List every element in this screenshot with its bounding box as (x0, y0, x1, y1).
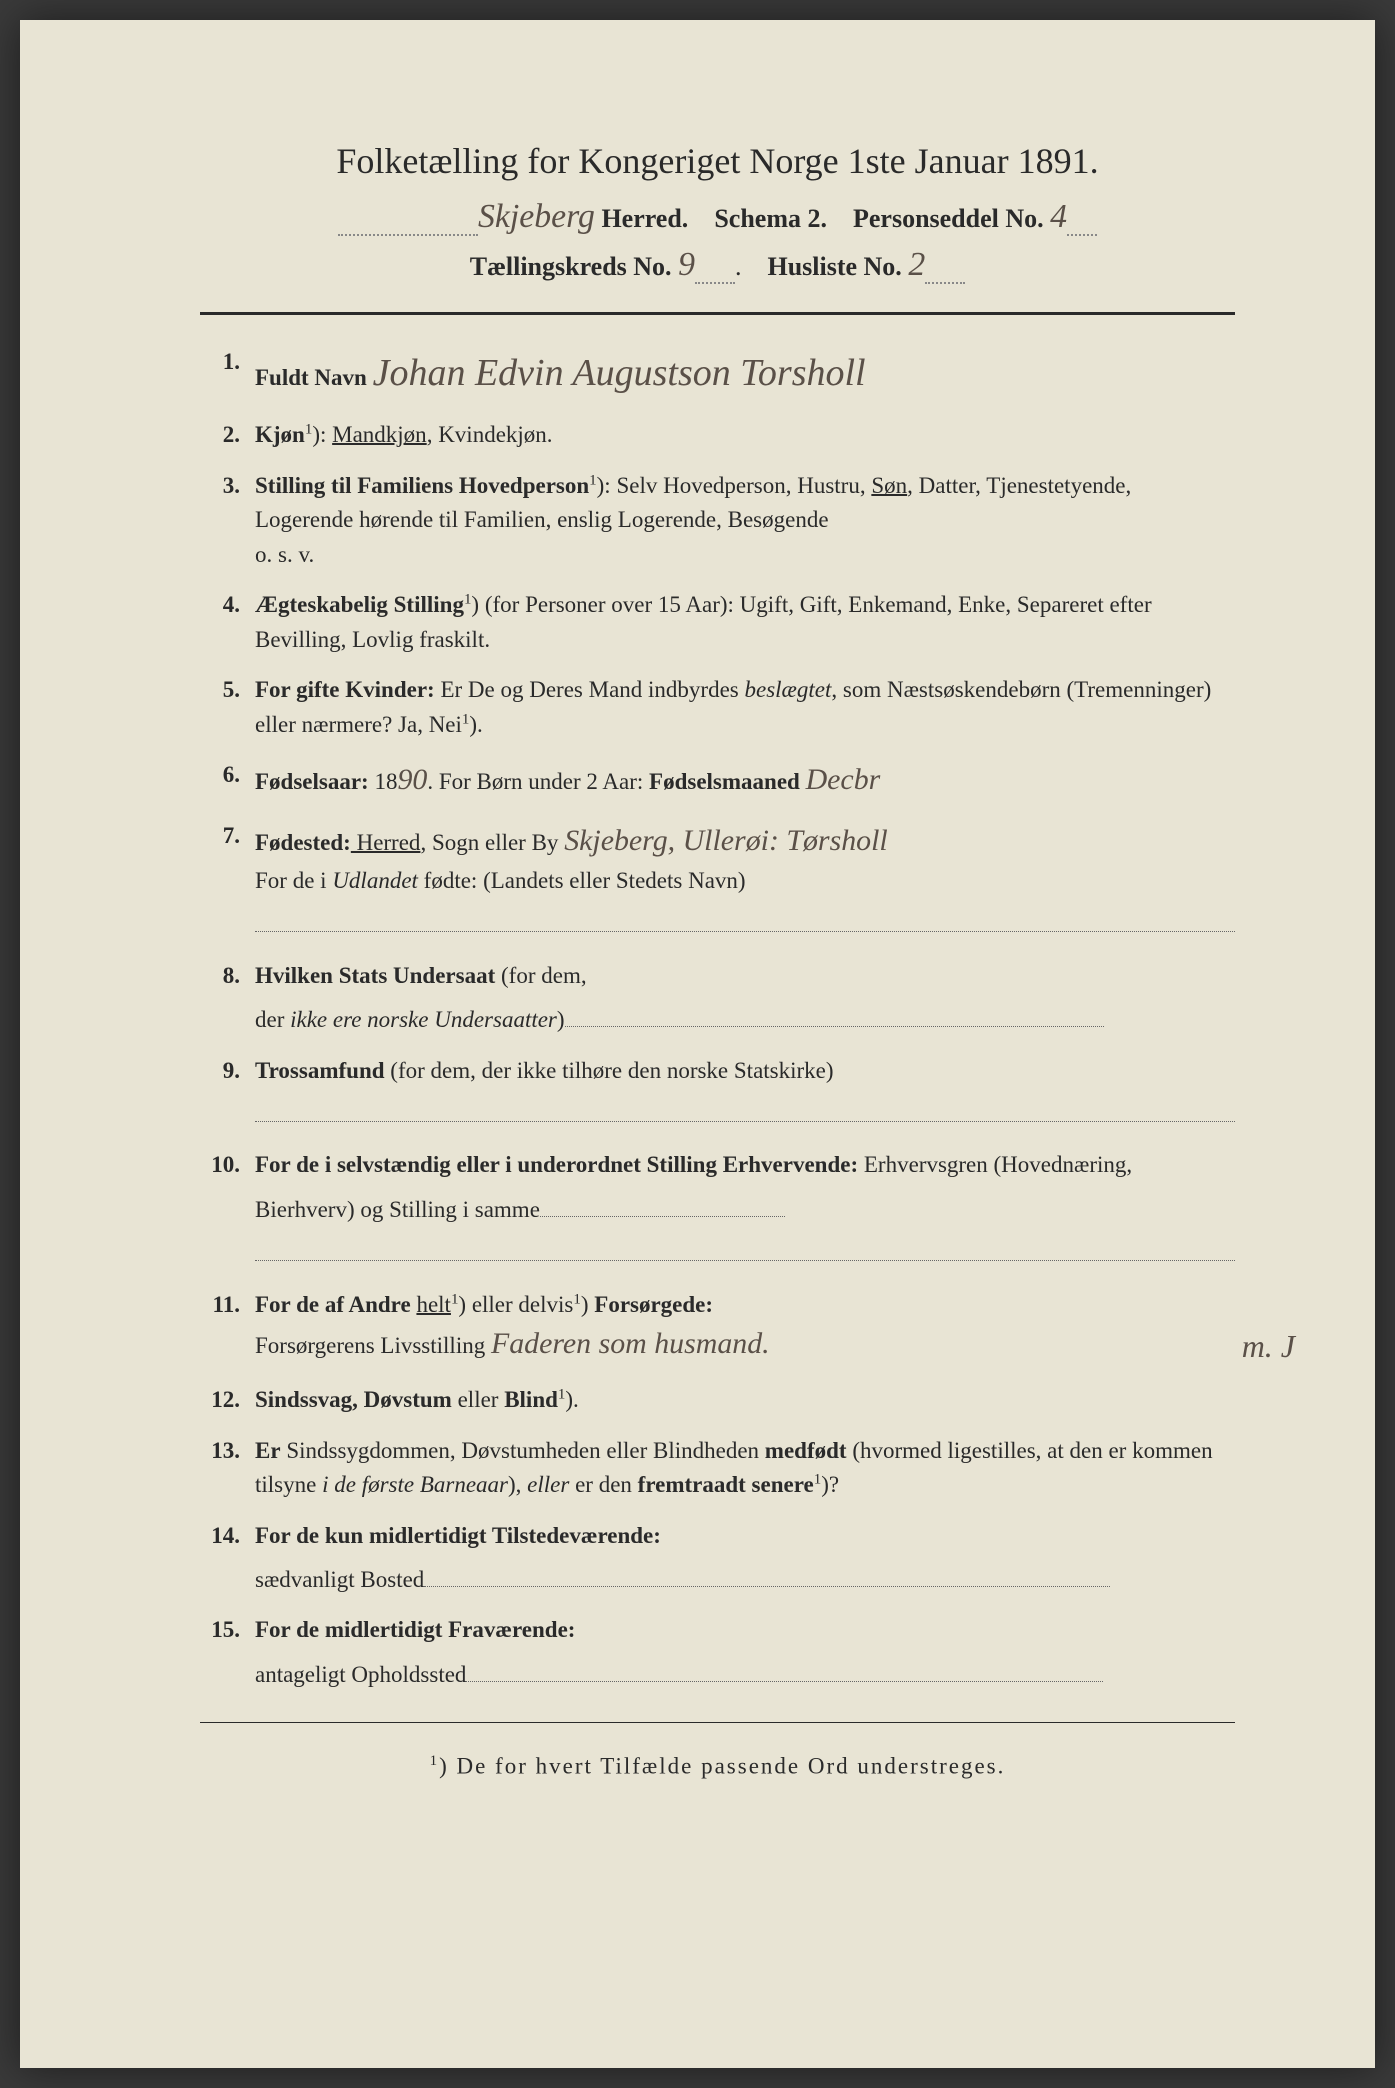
row-3-relation: 3. Stilling til Familiens Hovedperson1):… (200, 469, 1235, 573)
full-name-value: Johan Edvin Augustson Torsholl (373, 352, 866, 394)
row-11-supported: 11. For de af Andre helt1) eller delvis1… (200, 1288, 1235, 1367)
supporter-value: Faderen som husmand. (491, 1327, 770, 1360)
row-12-disability: 12. Sindssvag, Døvstum eller Blind1). (200, 1383, 1235, 1418)
row-15-temporary-absent: 15. For de midlertidigt Fraværende: anta… (200, 1613, 1235, 1692)
herred-value: Skjeberg (478, 198, 595, 235)
tallingskreds-no: 9 (678, 246, 695, 283)
header-divider (200, 312, 1235, 315)
row-9-religion: 9. Trossamfund (for dem, der ikke tilhør… (200, 1054, 1235, 1133)
personseddel-no: 4 (1050, 198, 1067, 235)
row-6-birthyear: 6. Fødselsaar: 1890. For Børn under 2 Aa… (200, 758, 1235, 803)
footnote: 1) De for hvert Tilfælde passende Ord un… (200, 1753, 1235, 1780)
row-4-marital: 4. Ægteskabelig Stilling1) (for Personer… (200, 588, 1235, 657)
birth-month: Decbr (806, 763, 881, 796)
row-8-citizenship: 8. Hvilken Stats Undersaat (for dem, der… (200, 959, 1235, 1038)
form-title: Folketælling for Kongeriget Norge 1ste J… (200, 140, 1235, 182)
relation-selected: Søn (871, 473, 907, 498)
row-1-name: 1. Fuldt Navn Johan Edvin Augustson Tors… (200, 345, 1235, 402)
husliste-no: 2 (908, 246, 925, 283)
form-header: Folketælling for Kongeriget Norge 1ste J… (200, 140, 1235, 284)
row-14-temporary-present: 14. For de kun midlertidigt Tilstedevære… (200, 1519, 1235, 1598)
margin-note: m. J (1242, 1322, 1295, 1370)
subtitle-line-2: Tællingskreds No. 9. Husliste No. 2 (200, 246, 1235, 284)
sex-selected: Mandkjøn (332, 422, 427, 447)
row-7-birthplace: 7. Fødested: Herred, Sogn eller By Skjeb… (200, 819, 1235, 943)
row-5-relatives: 5. For gifte Kvinder: Er De og Deres Man… (200, 673, 1235, 742)
row-10-occupation: 10. For de i selvstændig eller i underor… (200, 1148, 1235, 1271)
birthplace-value: Skjeberg, Ullerøi: Tørsholl (564, 824, 888, 857)
row-13-congenital: 13. Er Sindssygdommen, Døvstumheden elle… (200, 1434, 1235, 1503)
census-form: Folketælling for Kongeriget Norge 1ste J… (20, 20, 1375, 2068)
row-2-sex: 2. Kjøn1): Mandkjøn, Kvindekjøn. (200, 418, 1235, 453)
footer-divider (200, 1722, 1235, 1723)
subtitle-line-1: Skjeberg Herred. Schema 2. Personseddel … (200, 198, 1235, 236)
birth-year: 90 (397, 763, 427, 796)
